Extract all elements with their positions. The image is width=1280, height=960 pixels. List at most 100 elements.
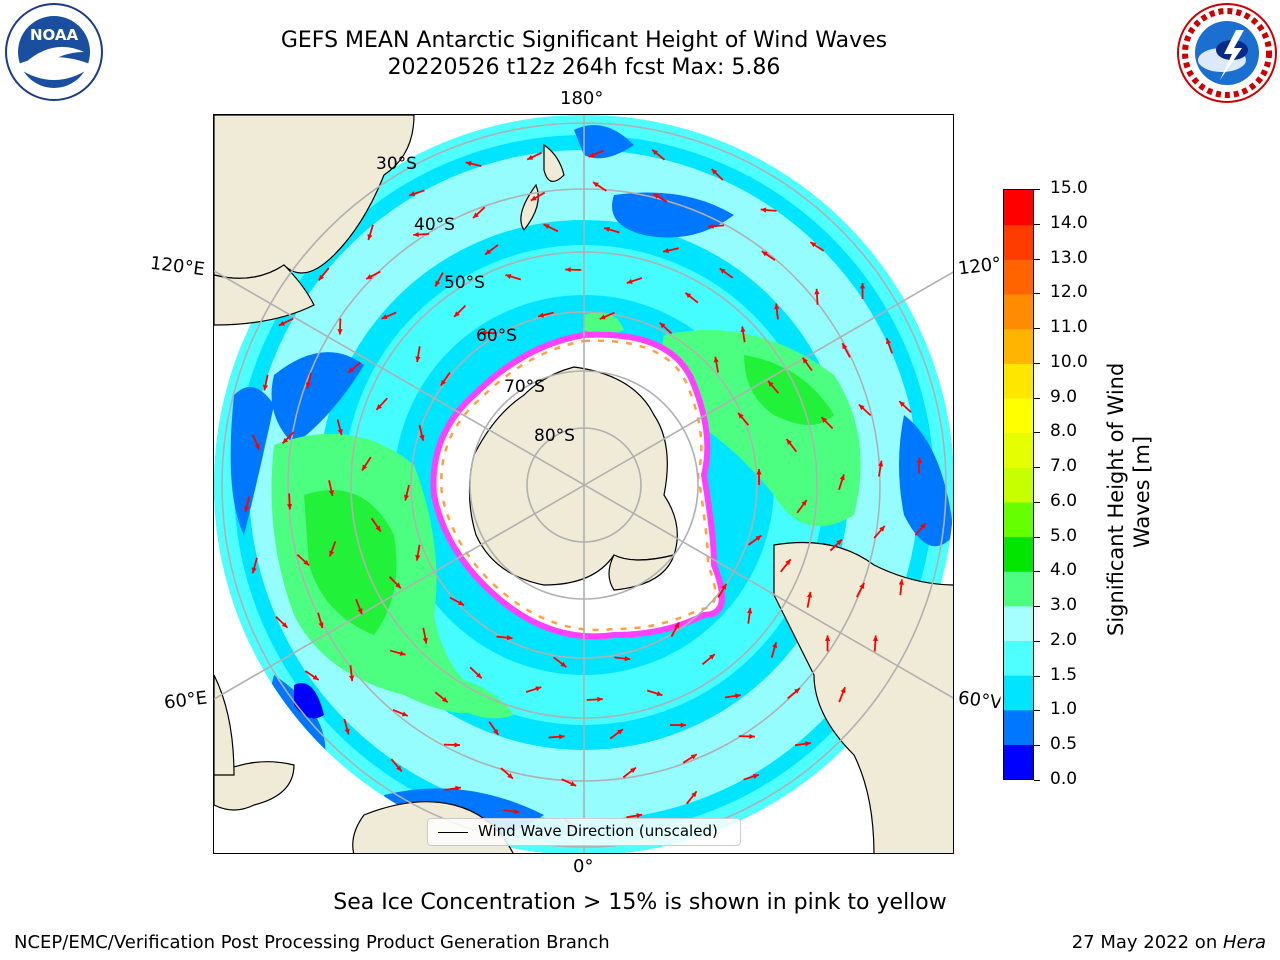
wave-arrow-head bbox=[337, 429, 343, 435]
wave-arrow-head bbox=[455, 785, 461, 791]
colorbar-tick-label: 14.0 bbox=[1050, 212, 1088, 233]
colorbar-swatch bbox=[1004, 397, 1033, 434]
wave-arrow-head bbox=[916, 457, 923, 464]
wave-arrow-head bbox=[842, 343, 848, 350]
wave-arrow-head bbox=[713, 356, 719, 363]
colorbar-tick-label: 1.5 bbox=[1050, 664, 1078, 685]
footer-host: Hera bbox=[1222, 932, 1266, 953]
colorbar-tick-mark bbox=[1034, 606, 1040, 608]
colorbar bbox=[1003, 189, 1034, 780]
colorbar-tick-label: 5.0 bbox=[1050, 525, 1078, 546]
wave-arrow-head bbox=[366, 274, 373, 279]
wave-arrow-head bbox=[413, 231, 419, 238]
wave-arrow-head bbox=[505, 273, 512, 279]
wave-arrow-head bbox=[760, 207, 767, 213]
colorbar-tick-label: 0.0 bbox=[1050, 769, 1078, 789]
colorbar-tick-mark bbox=[1034, 397, 1040, 399]
colorbar-swatches bbox=[1004, 190, 1033, 780]
footer-date: 27 May 2022 on Hera bbox=[1072, 932, 1266, 953]
wave-arrow-head bbox=[785, 559, 791, 566]
colorbar-tick-label: 7.0 bbox=[1050, 456, 1078, 477]
wave-arrow-head bbox=[709, 654, 715, 660]
colorbar-tick-mark bbox=[1034, 467, 1040, 469]
colorbar-tick-label: 2.0 bbox=[1050, 629, 1078, 650]
lat-label-30s: 30°S bbox=[376, 154, 417, 174]
colorbar-ticks: 0.0 0.5 1.0 1.5 2.0 3.0 4.0 5.0 6.0 7.0 8.0 9.0 10.0… bbox=[1034, 178, 1114, 789]
lon-label-60w: 60°V bbox=[956, 687, 1002, 714]
new-zealand-land bbox=[543, 143, 565, 182]
wave-arrow-head bbox=[636, 812, 643, 819]
colorbar-tick-mark bbox=[1034, 710, 1040, 712]
wave-arrow-head bbox=[735, 693, 741, 699]
wave-arrow-head bbox=[440, 379, 447, 386]
sea-ice-note: Sea Ice Concentration > 15% is shown in … bbox=[333, 890, 947, 915]
wave-arrow-head bbox=[630, 767, 636, 773]
wave-arrow-head bbox=[805, 741, 811, 747]
wave-arrow-head bbox=[415, 554, 421, 561]
colorbar-swatch bbox=[1004, 571, 1033, 607]
colorbar-swatch bbox=[1004, 605, 1033, 642]
wave-arrow-head bbox=[282, 437, 289, 444]
wave-arrow-head bbox=[535, 686, 542, 692]
colorbar-tick-mark bbox=[1034, 675, 1040, 677]
wave-arrow-head bbox=[367, 234, 373, 241]
colorbar-swatch bbox=[1004, 259, 1033, 295]
colorbar-swatch bbox=[1004, 640, 1033, 676]
wave-arrow-head bbox=[761, 251, 768, 257]
wave-arrow-head bbox=[454, 742, 460, 748]
colorbar-swatch bbox=[1004, 501, 1033, 538]
colorbar-swatch bbox=[1004, 363, 1033, 399]
wave-arrow-head bbox=[473, 212, 479, 219]
wave-arrow-head bbox=[786, 439, 792, 445]
wave-arrow-head bbox=[457, 600, 464, 606]
wave-arrow-head bbox=[801, 499, 807, 506]
wave-arrow-head bbox=[399, 650, 406, 656]
colorbar-swatch bbox=[1004, 224, 1033, 260]
wave-arrow-head bbox=[685, 292, 692, 299]
lat-label-40s: 40°S bbox=[414, 215, 455, 235]
wave-arrow-head bbox=[899, 401, 906, 407]
wave-arrow-head bbox=[749, 733, 755, 740]
wave-arrow-head bbox=[597, 696, 603, 702]
colorbar-tick-label: 10.0 bbox=[1050, 351, 1088, 372]
wave-arrow-head bbox=[691, 791, 697, 798]
wave-arrow-head bbox=[422, 637, 428, 644]
colorbar-tick-mark bbox=[1034, 745, 1040, 747]
colorbar-tick-mark bbox=[1034, 362, 1040, 364]
wave-arrow-head bbox=[435, 280, 441, 287]
colorbar-tick-label: 6.0 bbox=[1050, 490, 1078, 511]
wave-arrow-head bbox=[768, 380, 774, 387]
colorbar-tick-mark bbox=[1034, 536, 1040, 538]
wave-arrow-head bbox=[558, 734, 565, 740]
wave-arrow-head bbox=[810, 242, 817, 248]
nws-logo bbox=[1176, 2, 1278, 104]
colorbar-tick-mark bbox=[1034, 293, 1040, 295]
colorbar-tick-mark bbox=[1034, 189, 1040, 190]
footer-credit: NCEP/EMC/Verification Post Processing Pr… bbox=[14, 932, 610, 953]
lon-label-120w: 120° bbox=[956, 253, 1002, 280]
wave-arrow-head bbox=[281, 622, 288, 628]
lat-label-70s: 70°S bbox=[504, 377, 545, 397]
wave-arrow-head bbox=[348, 367, 354, 373]
wave-arrow-head bbox=[244, 506, 250, 513]
wave-arrow-head bbox=[513, 808, 520, 815]
graticule bbox=[214, 115, 953, 853]
colorbar-tick-mark bbox=[1034, 640, 1040, 642]
legend-line-swatch bbox=[438, 832, 468, 833]
wave-arrow-head bbox=[794, 688, 800, 694]
lon-label-60e: 60°E bbox=[162, 687, 209, 714]
wave-arrow-head bbox=[329, 550, 335, 557]
wave-arrow-head bbox=[262, 384, 269, 391]
colorbar-swatch bbox=[1004, 709, 1033, 745]
wave-arrow-head bbox=[836, 539, 842, 546]
map-legend: Wind Wave Direction (unscaled) bbox=[427, 818, 741, 846]
wave-arrow-head bbox=[287, 503, 293, 510]
colorbar-swatch bbox=[1004, 328, 1033, 364]
wave-arrow-head bbox=[898, 579, 904, 585]
antarctica-land bbox=[468, 366, 678, 586]
wave-arrow-head bbox=[772, 642, 778, 649]
wave-arrow-head bbox=[814, 288, 820, 295]
wind-wave-arrows bbox=[244, 149, 927, 830]
colorbar-title-line1: Significant Height of Wind bbox=[1104, 362, 1128, 636]
wave-arrow-head bbox=[476, 672, 482, 679]
